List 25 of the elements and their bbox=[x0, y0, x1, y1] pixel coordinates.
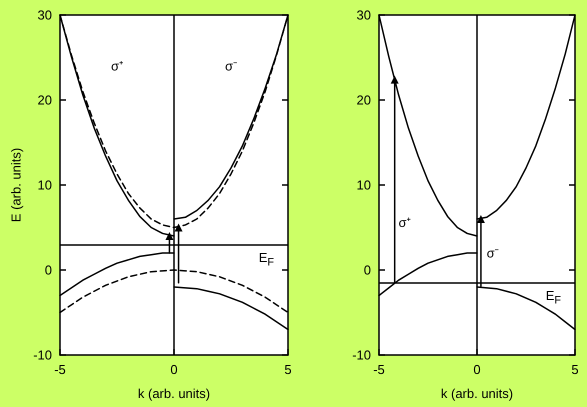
y-tick-label: 20 bbox=[38, 92, 52, 108]
annotation: σ⁺ bbox=[110, 58, 124, 74]
x-tick-label: 5 bbox=[571, 362, 579, 377]
y-tick-label: 20 bbox=[356, 92, 371, 108]
x-tick-label: -5 bbox=[373, 362, 385, 377]
y-tick-label: -10 bbox=[33, 348, 52, 362]
x-axis-title: k (arb. units) bbox=[138, 386, 210, 401]
x-axis-title: k (arb. units) bbox=[440, 386, 514, 401]
x-tick-label: 0 bbox=[170, 362, 178, 377]
ref-line-label: E$_{F}$ bbox=[546, 288, 561, 306]
ref-line-label: E$_{F}$ bbox=[258, 250, 274, 268]
annotation: σ⁻ bbox=[486, 246, 499, 260]
y-tick-label: 10 bbox=[38, 178, 52, 192]
y-tick-label: 0 bbox=[364, 262, 371, 278]
y-tick-label: -10 bbox=[352, 348, 371, 362]
x-tick-label: 5 bbox=[284, 362, 292, 377]
x-tick-label: -5 bbox=[54, 362, 66, 377]
y-tick-label: 30 bbox=[38, 8, 52, 22]
annotation: σ⁺ bbox=[398, 214, 410, 230]
y-tick-label: 10 bbox=[356, 178, 371, 192]
y-tick-label: 30 bbox=[356, 8, 371, 22]
annotation: σ⁻ bbox=[224, 58, 238, 74]
y-axis-title: E (arb. units) bbox=[8, 148, 24, 222]
x-tick-label: 0 bbox=[473, 362, 481, 377]
y-tick-label: 0 bbox=[44, 262, 52, 278]
